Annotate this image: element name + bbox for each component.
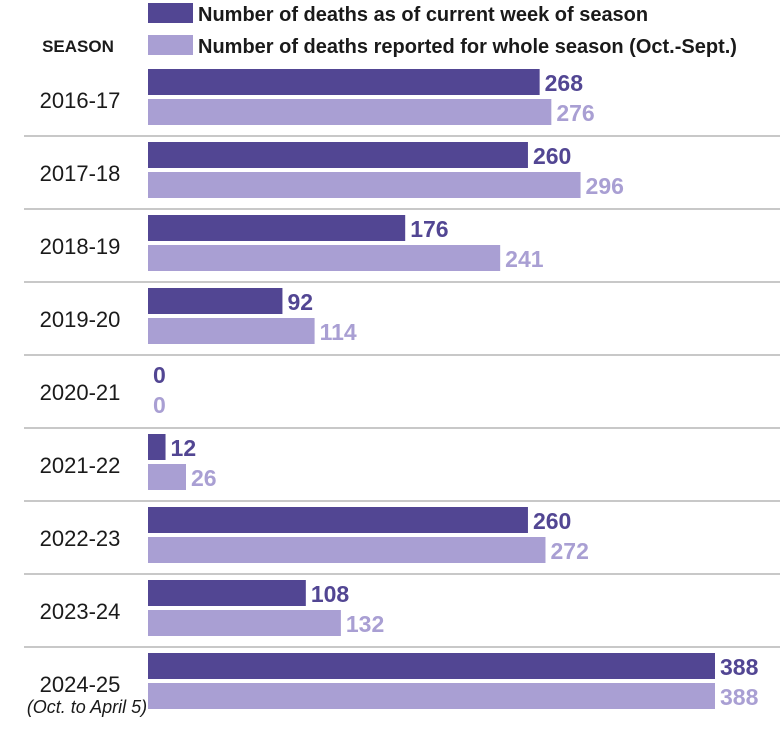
season-label: 2017-18 [40, 161, 121, 186]
bar-whole [148, 318, 315, 344]
season-label: 2018-19 [40, 234, 121, 259]
value-label-whole: 296 [586, 173, 624, 199]
value-label-whole: 276 [556, 100, 594, 126]
bar-whole [148, 99, 552, 125]
bar-current [148, 288, 283, 314]
value-label-current: 268 [545, 70, 584, 96]
bar-current [148, 142, 528, 168]
bar-current [148, 653, 715, 679]
season-label: 2023-24 [40, 599, 121, 624]
season-label: 2024-25 [40, 672, 121, 697]
bar-current [148, 215, 406, 241]
value-label-whole: 388 [720, 684, 759, 710]
value-label-current: 176 [410, 216, 448, 242]
bar-current [148, 69, 540, 95]
value-label-current: 388 [720, 654, 759, 680]
legend: Number of deaths as of current week of s… [148, 3, 737, 58]
legend-label-current: Number of deaths as of current week of s… [198, 4, 648, 26]
season-column-header: SEASON [42, 37, 114, 56]
value-label-whole: 0 [153, 392, 166, 418]
bar-current [148, 507, 528, 533]
bar-whole [148, 537, 546, 563]
value-label-whole: 114 [320, 319, 357, 345]
legend-swatch-whole [148, 35, 193, 55]
legend-label-whole: Number of deaths reported for whole seas… [198, 36, 737, 58]
value-label-whole: 26 [191, 465, 217, 491]
bar-whole [148, 172, 581, 198]
bar-current [148, 580, 306, 606]
value-label-whole: 272 [550, 538, 588, 564]
chart-rows: 2016-172682762017-182602962018-191762412… [24, 69, 780, 710]
season-note: (Oct. to April 5) [27, 697, 147, 717]
season-label: 2021-22 [40, 453, 121, 478]
value-label-whole: 132 [346, 611, 384, 637]
value-label-whole: 241 [505, 246, 544, 272]
value-label-current: 260 [533, 508, 571, 534]
season-label: 2019-20 [40, 307, 121, 332]
season-label: 2016-17 [40, 88, 121, 113]
season-label: 2020-21 [40, 380, 121, 405]
value-label-current: 260 [533, 143, 571, 169]
bar-current [148, 434, 166, 460]
legend-swatch-current [148, 3, 193, 23]
bar-whole [148, 683, 715, 709]
bar-whole [148, 245, 501, 271]
bar-whole [148, 464, 186, 490]
season-label: 2022-23 [40, 526, 121, 551]
bar-whole [148, 610, 341, 636]
value-label-current: 108 [311, 581, 350, 607]
value-label-current: 0 [153, 362, 166, 388]
value-label-current: 92 [287, 289, 313, 315]
value-label-current: 12 [171, 435, 197, 461]
